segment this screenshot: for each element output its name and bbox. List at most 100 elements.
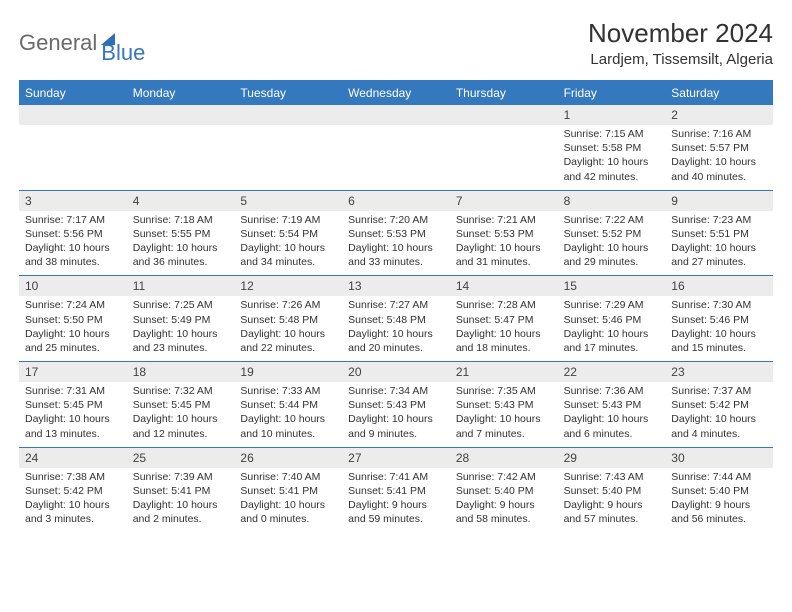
daylight-text: Daylight: 10 hours and 34 minutes. xyxy=(240,241,336,269)
day-number: 28 xyxy=(450,448,558,468)
day-number: 29 xyxy=(558,448,666,468)
sunrise-text: Sunrise: 7:25 AM xyxy=(133,298,229,312)
sunrise-text: Sunrise: 7:15 AM xyxy=(564,127,660,141)
day-cell: 23Sunrise: 7:37 AMSunset: 5:42 PMDayligh… xyxy=(665,362,773,447)
day-cell: 11Sunrise: 7:25 AMSunset: 5:49 PMDayligh… xyxy=(127,276,235,361)
daylight-text: Daylight: 10 hours and 23 minutes. xyxy=(133,327,229,355)
day-number: 18 xyxy=(127,362,235,382)
day-body xyxy=(342,125,450,187)
sunrise-text: Sunrise: 7:20 AM xyxy=(348,213,444,227)
daylight-text: Daylight: 9 hours and 59 minutes. xyxy=(348,498,444,526)
sunset-text: Sunset: 5:42 PM xyxy=(671,398,767,412)
day-number: 12 xyxy=(234,276,342,296)
week-row: 3Sunrise: 7:17 AMSunset: 5:56 PMDaylight… xyxy=(19,190,773,276)
day-body: Sunrise: 7:26 AMSunset: 5:48 PMDaylight:… xyxy=(234,296,342,361)
daylight-text: Daylight: 10 hours and 31 minutes. xyxy=(456,241,552,269)
day-body: Sunrise: 7:21 AMSunset: 5:53 PMDaylight:… xyxy=(450,211,558,276)
day-body: Sunrise: 7:27 AMSunset: 5:48 PMDaylight:… xyxy=(342,296,450,361)
sunrise-text: Sunrise: 7:37 AM xyxy=(671,384,767,398)
day-body: Sunrise: 7:35 AMSunset: 5:43 PMDaylight:… xyxy=(450,382,558,447)
day-body: Sunrise: 7:28 AMSunset: 5:47 PMDaylight:… xyxy=(450,296,558,361)
daylight-text: Daylight: 9 hours and 56 minutes. xyxy=(671,498,767,526)
sunset-text: Sunset: 5:41 PM xyxy=(240,484,336,498)
sunrise-text: Sunrise: 7:31 AM xyxy=(25,384,121,398)
dow-friday: Friday xyxy=(558,82,666,104)
day-body: Sunrise: 7:40 AMSunset: 5:41 PMDaylight:… xyxy=(234,468,342,533)
day-cell xyxy=(234,105,342,190)
day-cell: 22Sunrise: 7:36 AMSunset: 5:43 PMDayligh… xyxy=(558,362,666,447)
day-cell: 12Sunrise: 7:26 AMSunset: 5:48 PMDayligh… xyxy=(234,276,342,361)
day-cell: 14Sunrise: 7:28 AMSunset: 5:47 PMDayligh… xyxy=(450,276,558,361)
dow-saturday: Saturday xyxy=(665,82,773,104)
day-number: 23 xyxy=(665,362,773,382)
day-number: 9 xyxy=(665,191,773,211)
day-body: Sunrise: 7:30 AMSunset: 5:46 PMDaylight:… xyxy=(665,296,773,361)
daylight-text: Daylight: 9 hours and 58 minutes. xyxy=(456,498,552,526)
daylight-text: Daylight: 10 hours and 38 minutes. xyxy=(25,241,121,269)
day-body: Sunrise: 7:38 AMSunset: 5:42 PMDaylight:… xyxy=(19,468,127,533)
day-body: Sunrise: 7:41 AMSunset: 5:41 PMDaylight:… xyxy=(342,468,450,533)
day-number xyxy=(450,105,558,125)
day-number xyxy=(342,105,450,125)
sunset-text: Sunset: 5:46 PM xyxy=(671,313,767,327)
day-body: Sunrise: 7:18 AMSunset: 5:55 PMDaylight:… xyxy=(127,211,235,276)
day-number xyxy=(19,105,127,125)
day-number: 22 xyxy=(558,362,666,382)
daylight-text: Daylight: 9 hours and 57 minutes. xyxy=(564,498,660,526)
sunset-text: Sunset: 5:53 PM xyxy=(456,227,552,241)
day-cell: 19Sunrise: 7:33 AMSunset: 5:44 PMDayligh… xyxy=(234,362,342,447)
sunset-text: Sunset: 5:56 PM xyxy=(25,227,121,241)
sunrise-text: Sunrise: 7:38 AM xyxy=(25,470,121,484)
sunset-text: Sunset: 5:48 PM xyxy=(240,313,336,327)
sunrise-text: Sunrise: 7:27 AM xyxy=(348,298,444,312)
day-body: Sunrise: 7:32 AMSunset: 5:45 PMDaylight:… xyxy=(127,382,235,447)
month-title: November 2024 xyxy=(588,18,773,49)
day-cell: 26Sunrise: 7:40 AMSunset: 5:41 PMDayligh… xyxy=(234,448,342,533)
day-cell: 5Sunrise: 7:19 AMSunset: 5:54 PMDaylight… xyxy=(234,191,342,276)
daylight-text: Daylight: 10 hours and 9 minutes. xyxy=(348,412,444,440)
day-number: 16 xyxy=(665,276,773,296)
sunset-text: Sunset: 5:40 PM xyxy=(671,484,767,498)
week-row: 24Sunrise: 7:38 AMSunset: 5:42 PMDayligh… xyxy=(19,447,773,533)
sunset-text: Sunset: 5:43 PM xyxy=(564,398,660,412)
day-cell: 25Sunrise: 7:39 AMSunset: 5:41 PMDayligh… xyxy=(127,448,235,533)
day-number: 4 xyxy=(127,191,235,211)
day-cell: 24Sunrise: 7:38 AMSunset: 5:42 PMDayligh… xyxy=(19,448,127,533)
sunrise-text: Sunrise: 7:29 AM xyxy=(564,298,660,312)
day-cell xyxy=(127,105,235,190)
day-body: Sunrise: 7:22 AMSunset: 5:52 PMDaylight:… xyxy=(558,211,666,276)
sunrise-text: Sunrise: 7:28 AM xyxy=(456,298,552,312)
day-number: 17 xyxy=(19,362,127,382)
weeks-container: 1Sunrise: 7:15 AMSunset: 5:58 PMDaylight… xyxy=(19,104,773,532)
day-cell: 30 Sunrise: 7:44 AMSunset: 5:40 PMDayligh… xyxy=(665,448,773,533)
sunrise-text: Sunrise: 7:35 AM xyxy=(456,384,552,398)
daylight-text: Daylight: 10 hours and 2 minutes. xyxy=(133,498,229,526)
sunrise-text: Sunrise: 7:32 AM xyxy=(133,384,229,398)
sunset-text: Sunset: 5:45 PM xyxy=(25,398,121,412)
sunrise-text: Sunrise: 7:18 AM xyxy=(133,213,229,227)
daylight-text: Daylight: 10 hours and 0 minutes. xyxy=(240,498,336,526)
sunset-text: Sunset: 5:57 PM xyxy=(671,141,767,155)
daylight-text: Daylight: 10 hours and 7 minutes. xyxy=(456,412,552,440)
sunrise-text: Sunrise: 7:19 AM xyxy=(240,213,336,227)
sunrise-text: Sunrise: 7:16 AM xyxy=(671,127,767,141)
day-body: Sunrise: 7:37 AMSunset: 5:42 PMDaylight:… xyxy=(665,382,773,447)
sunrise-text: Sunrise: 7:40 AM xyxy=(240,470,336,484)
day-cell: 29Sunrise: 7:43 AMSunset: 5:40 PMDayligh… xyxy=(558,448,666,533)
day-number: 13 xyxy=(342,276,450,296)
sunrise-text: Sunrise: 7:44 AM xyxy=(671,470,767,484)
sunrise-text: Sunrise: 7:34 AM xyxy=(348,384,444,398)
day-body xyxy=(19,125,127,187)
day-number: 30 xyxy=(665,448,773,468)
sunset-text: Sunset: 5:49 PM xyxy=(133,313,229,327)
daylight-text: Daylight: 10 hours and 25 minutes. xyxy=(25,327,121,355)
daylight-text: Daylight: 10 hours and 6 minutes. xyxy=(564,412,660,440)
day-cell: 27Sunrise: 7:41 AMSunset: 5:41 PMDayligh… xyxy=(342,448,450,533)
day-cell xyxy=(450,105,558,190)
sunset-text: Sunset: 5:42 PM xyxy=(25,484,121,498)
sunset-text: Sunset: 5:41 PM xyxy=(348,484,444,498)
sunset-text: Sunset: 5:43 PM xyxy=(348,398,444,412)
day-number: 27 xyxy=(342,448,450,468)
day-cell: 21Sunrise: 7:35 AMSunset: 5:43 PMDayligh… xyxy=(450,362,558,447)
daylight-text: Daylight: 10 hours and 20 minutes. xyxy=(348,327,444,355)
